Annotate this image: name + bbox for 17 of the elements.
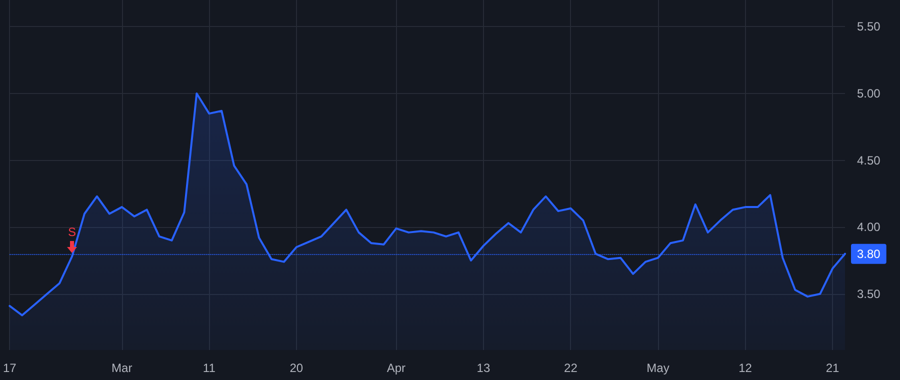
x-tick-label: 12 <box>738 361 752 375</box>
x-tick-label: 13 <box>476 361 490 375</box>
ref-line-label: 3.80 <box>857 246 881 261</box>
x-tick-label: 21 <box>826 361 840 375</box>
y-tick-label: 5.50 <box>857 20 881 34</box>
x-tick-label: 20 <box>290 361 304 375</box>
x-tick-label: May <box>646 361 670 375</box>
x-tick-label: 11 <box>202 361 216 375</box>
y-tick-label: 4.00 <box>857 220 881 234</box>
y-tick-label: 4.50 <box>857 153 881 168</box>
x-tick-label: Mar <box>112 361 132 375</box>
y-tick-label: 3.50 <box>857 286 881 301</box>
x-tick-label: 22 <box>564 361 578 375</box>
x-tick-label: Apr <box>386 361 406 375</box>
x-tick-label: 17 <box>2 361 17 375</box>
annotation: S <box>66 224 77 239</box>
y-tick-label: 5.00 <box>857 86 881 101</box>
